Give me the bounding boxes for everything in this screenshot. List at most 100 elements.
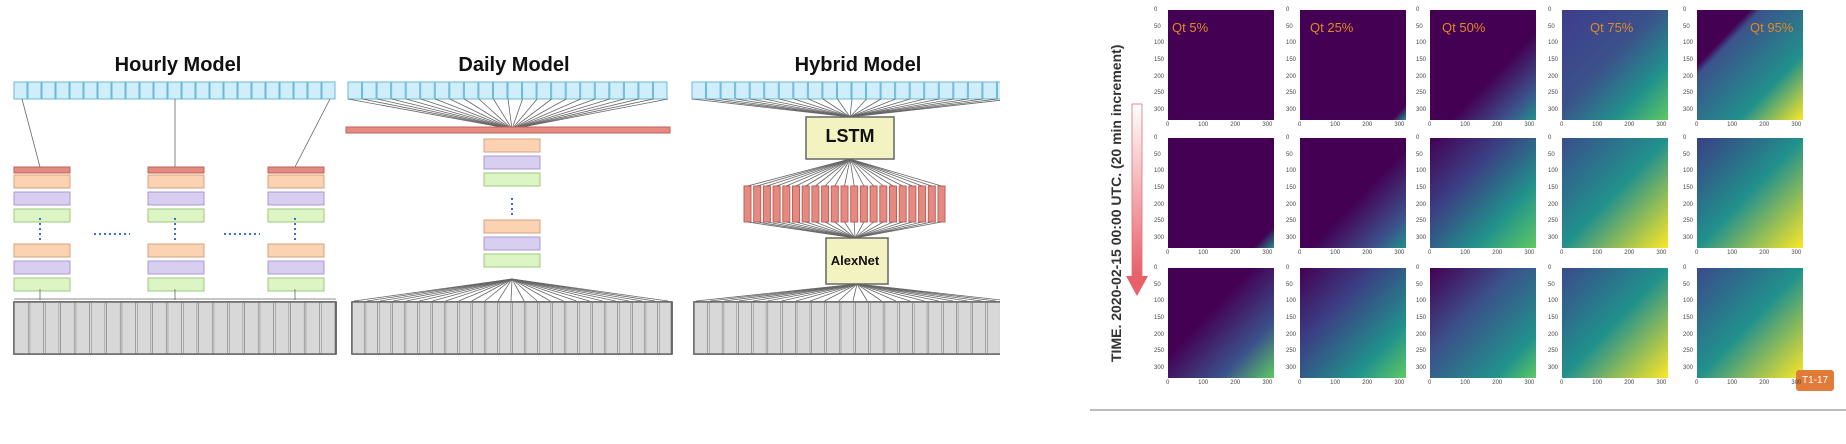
daily-bottom-cell xyxy=(618,302,632,354)
y-tick-label: 150 xyxy=(1154,315,1165,321)
daily-fan-top-line xyxy=(511,98,669,130)
x-tick-label: 200 xyxy=(1362,250,1373,256)
daily-fan-bottom-line xyxy=(510,278,513,302)
y-tick-label: 100 xyxy=(1286,168,1297,175)
x-tick-label: 0 xyxy=(1298,122,1302,128)
y-tick-label: 50 xyxy=(1683,151,1690,158)
hybrid-fan-bottom-line xyxy=(856,283,896,302)
hourly-input-cell xyxy=(97,81,112,100)
daily-stack-bottom-orange-layer xyxy=(483,219,541,234)
hybrid-input-cell xyxy=(880,81,896,100)
daily-stack-bottom-purple-layer xyxy=(483,236,541,251)
x-tick-label: 0 xyxy=(1560,380,1564,386)
daily-bottom-cell xyxy=(418,302,432,354)
hourly-input-cell xyxy=(195,81,210,100)
x-tick-label: 200 xyxy=(1759,122,1770,128)
hourly-stack-bottom-green-layer xyxy=(13,277,71,292)
y-tick-label: 250 xyxy=(1154,218,1165,225)
time-step-badge: T1-17 xyxy=(1796,370,1835,391)
hybrid-input-cell xyxy=(793,81,808,100)
hourly-bottom-cell xyxy=(90,302,106,354)
x-tick-label: 300 xyxy=(1524,380,1535,386)
x-tick-label: 100 xyxy=(1198,380,1209,386)
y-tick-label: 250 xyxy=(1416,90,1427,97)
y-tick-label: 100 xyxy=(1286,40,1297,47)
forecast-panel-r1-c2 xyxy=(1300,10,1406,120)
hourly-input-cell xyxy=(181,81,196,100)
hourly-bottom-cell xyxy=(167,302,183,354)
hybrid-bottom-cell xyxy=(738,302,752,354)
hybrid-red-cell xyxy=(850,185,859,223)
y-tick-label: 200 xyxy=(1683,73,1694,80)
y-tick-label: 0 xyxy=(1548,135,1552,141)
y-tick-label: 200 xyxy=(1548,73,1559,80)
y-tick-label: 250 xyxy=(1548,348,1559,355)
daily-input-cell xyxy=(652,81,668,100)
daily-fan-bottom-line xyxy=(511,278,616,302)
hybrid-input-cell xyxy=(953,81,968,100)
hybrid-bottom-cell xyxy=(694,302,709,354)
hybrid-fan-mid-top-line xyxy=(849,158,903,187)
hybrid-bottom-cell xyxy=(796,302,811,354)
hybrid-fan-top-line xyxy=(822,98,851,118)
daily-input-cell xyxy=(478,81,493,100)
hybrid-input-cell xyxy=(938,81,954,100)
x-tick-label: 200 xyxy=(1230,122,1241,128)
hybrid-fan-mid-top-line xyxy=(824,158,851,187)
y-tick-label: 250 xyxy=(1154,90,1165,97)
y-tick-label: 50 xyxy=(1548,281,1555,288)
y-tick-label: 0 xyxy=(1416,265,1420,271)
quantile-label-75: Qt 75% xyxy=(1590,20,1634,35)
daily-input-cell xyxy=(565,81,581,100)
hourly-stack-bottom-green-layer xyxy=(147,277,205,292)
y-tick-label: 250 xyxy=(1416,348,1427,355)
y-tick-label: 200 xyxy=(1286,331,1297,338)
hybrid-fan-mid-top-line xyxy=(844,158,851,187)
y-tick-label: 200 xyxy=(1154,73,1165,80)
hybrid-input-cell xyxy=(822,81,837,100)
x-tick-label: 0 xyxy=(1695,380,1699,386)
daily-fan-bottom-line xyxy=(497,278,513,302)
y-tick-label: 0 xyxy=(1154,135,1158,141)
hybrid-fan-bottom-line xyxy=(856,283,925,302)
hybrid-fan-mid-top-line xyxy=(849,158,894,187)
hybrid-bottom-cell xyxy=(928,302,943,354)
hybrid-fan-top-line xyxy=(764,98,851,118)
daily-fan-top-line xyxy=(478,98,513,130)
hybrid-bottom-cell xyxy=(708,302,723,354)
hybrid-fan-mid-top-line xyxy=(849,158,865,187)
y-tick-label: 150 xyxy=(1286,57,1297,63)
forecast-panel-r2-c5 xyxy=(1697,138,1803,248)
daily-input-cell xyxy=(449,81,464,100)
forecast-panel-r1-c1 xyxy=(1168,10,1274,120)
hybrid-fan-top-line xyxy=(849,98,896,118)
daily-fan-top-line xyxy=(511,98,640,130)
daily-fan-top-line xyxy=(377,98,513,130)
hybrid-fan-mid-bottom-line xyxy=(844,221,856,239)
daily-input-cell xyxy=(551,81,566,100)
daily-fan-bottom-line xyxy=(393,278,513,302)
hourly-stack-bottom-purple-layer xyxy=(267,260,325,275)
y-tick-label: 200 xyxy=(1416,201,1427,208)
daily-fan-top-line xyxy=(391,98,513,130)
hourly-bottom-cell xyxy=(60,302,75,354)
daily-fan-bottom-line xyxy=(511,278,525,302)
daily-bottom-cell xyxy=(552,302,565,354)
y-tick-label: 300 xyxy=(1416,365,1427,371)
hourly-bottom-cell xyxy=(14,302,29,354)
daily-bottom-cell xyxy=(658,302,672,354)
hybrid-fan-mid-bottom-line xyxy=(854,221,865,239)
hybrid-red-cell xyxy=(762,185,771,223)
hybrid-fan-top-line xyxy=(808,98,851,118)
y-tick-label: 50 xyxy=(1286,281,1293,288)
daily-fan-top-line xyxy=(511,98,610,130)
hybrid-fan-mid-top-line xyxy=(805,158,851,187)
x-tick-label: 200 xyxy=(1492,380,1503,386)
hourly-stack-top-orange-layer xyxy=(147,174,205,189)
hybrid-red-cell xyxy=(792,185,800,223)
y-tick-label: 250 xyxy=(1416,218,1427,225)
y-tick-label: 50 xyxy=(1286,151,1293,158)
hourly-bottom-cell xyxy=(320,302,336,354)
x-tick-label: 200 xyxy=(1624,380,1635,386)
y-tick-label: 100 xyxy=(1154,168,1165,175)
